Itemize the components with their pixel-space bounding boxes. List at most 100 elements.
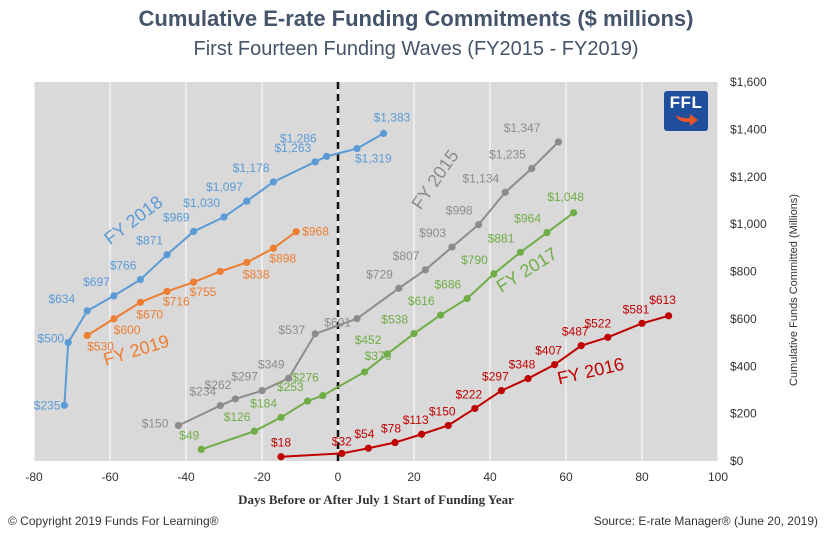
data-label: $537 [278, 323, 305, 337]
data-point [638, 319, 646, 327]
data-label: $616 [408, 294, 435, 308]
data-label: $716 [163, 294, 190, 308]
data-label: $1,048 [547, 190, 584, 204]
data-point [577, 342, 585, 350]
data-point [543, 229, 551, 237]
y-tick-label: $1,200 [730, 170, 767, 184]
data-label: $1,097 [206, 180, 243, 194]
data-label: $126 [224, 410, 251, 424]
data-label: $729 [366, 267, 393, 281]
data-label: $634 [48, 292, 75, 306]
data-point [269, 244, 277, 252]
y-tick-label: $600 [730, 312, 757, 326]
data-point [353, 315, 361, 323]
data-point [269, 178, 277, 186]
data-label: $968 [302, 225, 329, 239]
x-tick-label: -60 [101, 470, 119, 484]
data-label: $1,235 [489, 147, 526, 161]
tick-layer: -80 -60 -40 -20 0 20 40 60 80 100$0 $200 $400 $600 $8… [25, 75, 767, 484]
data-label: $348 [509, 358, 536, 372]
series-line [200, 211, 575, 451]
data-label: $349 [258, 357, 285, 371]
data-label: $262 [205, 378, 232, 392]
data-point [311, 330, 319, 338]
y-tick-label: $800 [730, 265, 757, 279]
data-point [292, 228, 300, 236]
x-tick-label: 40 [483, 470, 497, 484]
data-label: $54 [354, 427, 374, 441]
data-point [528, 164, 536, 173]
data-label: $452 [355, 333, 382, 347]
y-tick-label: $200 [730, 407, 757, 421]
data-label: $581 [623, 302, 650, 316]
data-label: $686 [434, 278, 461, 292]
data-label: $49 [179, 428, 199, 442]
data-label: $881 [488, 231, 515, 245]
data-label: $297 [482, 370, 509, 384]
data-point [250, 427, 258, 435]
data-point [421, 266, 429, 274]
data-point [197, 445, 205, 453]
data-label: $1,286 [280, 131, 317, 145]
x-tick-label: 60 [559, 470, 573, 484]
data-point [444, 421, 452, 430]
data-label: $500 [37, 332, 64, 346]
data-point [190, 227, 198, 236]
data-label: $235 [34, 398, 61, 412]
data-point [136, 298, 144, 306]
data-point [524, 374, 532, 383]
data-label: $697 [83, 275, 110, 289]
data-label: $222 [455, 387, 482, 401]
data-label: $1,383 [374, 110, 411, 124]
data-point [361, 368, 369, 376]
data-label: $613 [649, 293, 676, 307]
data-point [277, 453, 285, 461]
series-line [280, 314, 669, 458]
data-point [174, 421, 182, 430]
data-label: $903 [419, 226, 446, 240]
data-label: $522 [584, 316, 611, 330]
data-point [277, 413, 285, 422]
data-point [64, 338, 72, 347]
data-label: $150 [429, 404, 456, 418]
data-label: $1,263 [274, 141, 311, 155]
data-label: $755 [190, 285, 217, 299]
data-point [463, 294, 471, 303]
data-label: $964 [514, 212, 541, 226]
data-label: $670 [136, 307, 163, 321]
data-label: $1,178 [233, 161, 270, 175]
data-point [60, 401, 68, 409]
data-point [304, 397, 312, 405]
data-point [190, 278, 198, 286]
chart-title: Cumulative E-rate Funding Commitments ($… [138, 6, 694, 31]
data-point [353, 144, 361, 153]
data-point [285, 374, 293, 382]
data-point [231, 395, 239, 403]
data-point [570, 209, 578, 217]
data-point [258, 387, 266, 395]
data-label: $407 [535, 344, 562, 358]
data-label: $1,030 [183, 196, 220, 210]
x-tick-label: 0 [335, 470, 342, 484]
data-point [364, 444, 372, 452]
data-point [323, 152, 331, 160]
y-tick-label: $400 [730, 359, 757, 373]
data-point [395, 284, 403, 292]
data-label: $998 [446, 204, 473, 218]
data-label: $530 [87, 339, 114, 353]
data-point [319, 392, 327, 400]
data-point [551, 360, 559, 369]
data-label: $184 [250, 396, 277, 410]
y-tick-label: $1,400 [730, 122, 767, 136]
y-tick-label: $0 [730, 454, 744, 468]
data-label: $600 [114, 323, 141, 337]
data-point [110, 292, 118, 300]
x-tick-label: 80 [635, 470, 649, 484]
source-note: Source: E-rate Manager® (June 20, 2019) [593, 514, 818, 528]
data-label: $113 [403, 413, 429, 427]
data-label: $234 [189, 385, 216, 399]
data-point [163, 251, 171, 259]
data-point [163, 287, 171, 295]
data-point [383, 350, 391, 358]
